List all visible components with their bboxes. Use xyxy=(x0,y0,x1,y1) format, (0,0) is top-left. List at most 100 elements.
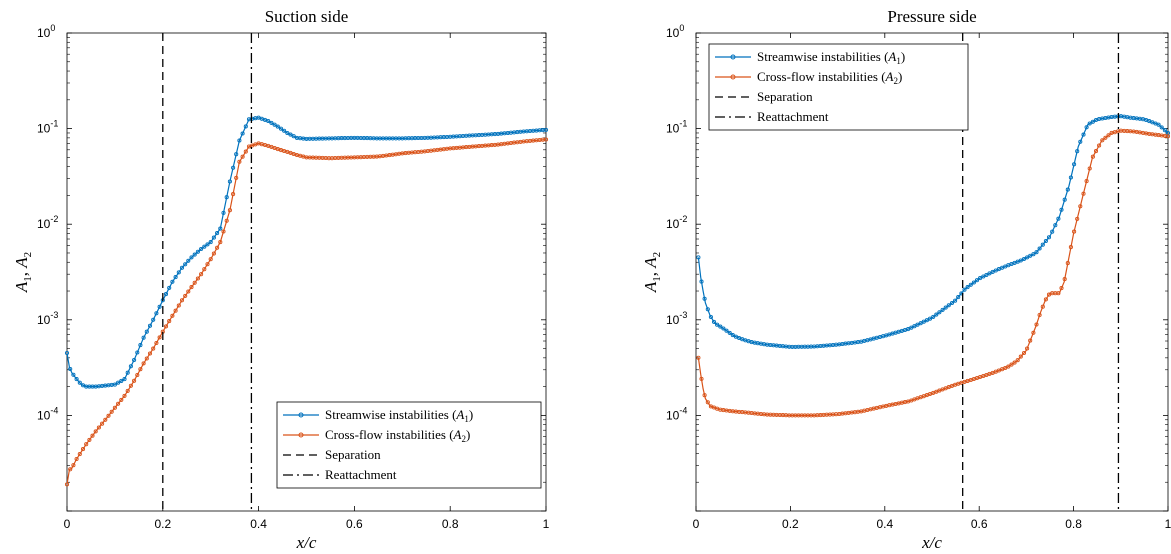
legend-box xyxy=(276,401,542,489)
data-point xyxy=(135,372,140,378)
data-point xyxy=(132,378,137,383)
data-point xyxy=(227,208,232,213)
data-point xyxy=(1043,238,1048,244)
data-point xyxy=(1018,258,1023,263)
y-tick-label: 10-3 xyxy=(37,310,58,327)
legend-marker xyxy=(298,412,304,418)
data-point xyxy=(138,367,143,372)
data-point xyxy=(940,307,945,312)
data-point xyxy=(74,377,79,382)
data-point xyxy=(109,409,114,414)
data-point xyxy=(243,124,248,129)
data-point xyxy=(934,312,939,317)
data-point xyxy=(234,175,239,180)
data-point xyxy=(128,383,133,388)
data-point xyxy=(981,274,986,279)
data-point xyxy=(1093,149,1099,154)
data-point xyxy=(1084,125,1089,130)
data-point xyxy=(64,482,70,487)
data-point xyxy=(221,229,226,234)
data-point xyxy=(135,350,140,355)
data-point xyxy=(132,357,137,363)
data-point xyxy=(1031,330,1036,335)
data-point xyxy=(186,258,191,263)
data-point xyxy=(211,235,216,240)
y-axis-label: A1, A2 xyxy=(12,252,34,293)
data-point xyxy=(64,350,70,356)
data-point xyxy=(100,421,105,426)
data-point xyxy=(1065,261,1070,266)
data-point xyxy=(965,285,970,290)
data-point xyxy=(157,304,162,309)
data-point xyxy=(195,249,200,254)
chart-title: Suction side xyxy=(265,7,349,26)
data-point xyxy=(718,324,723,329)
data-point xyxy=(167,319,172,324)
data-point xyxy=(90,433,95,438)
data-point xyxy=(1028,253,1033,258)
data-point xyxy=(138,343,143,348)
data-point xyxy=(1021,256,1027,262)
data-point xyxy=(1078,139,1083,144)
x-tick-label: 0 xyxy=(64,517,71,531)
data-point xyxy=(1053,223,1058,228)
data-point xyxy=(237,159,242,164)
data-point xyxy=(937,310,942,315)
data-point xyxy=(987,271,992,276)
data-point xyxy=(183,293,188,298)
x-tick-label: 0.4 xyxy=(876,517,893,531)
data-point xyxy=(179,265,185,270)
data-point xyxy=(1072,229,1077,234)
data-point xyxy=(122,377,127,382)
data-point xyxy=(122,393,127,398)
data-point xyxy=(224,218,229,223)
y-tick-label: 10-4 xyxy=(37,405,58,422)
legend-box xyxy=(708,43,969,131)
data-point xyxy=(943,305,948,310)
data-point xyxy=(163,292,169,297)
data-point xyxy=(116,401,121,406)
data-point xyxy=(909,325,914,330)
data-point xyxy=(730,333,735,338)
x-tick-label: 0.2 xyxy=(154,517,171,531)
data-point xyxy=(1106,133,1111,138)
data-point xyxy=(215,245,220,250)
data-point xyxy=(173,308,178,313)
data-point xyxy=(708,314,713,320)
data-point xyxy=(80,447,86,452)
data-point xyxy=(974,278,980,283)
data-point xyxy=(199,246,204,252)
data-point xyxy=(724,328,729,333)
data-point xyxy=(1090,154,1095,159)
data-point xyxy=(179,298,185,303)
legend-label: Reattachment xyxy=(757,109,829,124)
data-point xyxy=(272,122,277,127)
data-point xyxy=(1072,162,1077,167)
data-point xyxy=(906,327,911,332)
legend: Streamwise instabilities (A1) Cross-flow … xyxy=(276,401,542,489)
data-point xyxy=(77,452,82,457)
data-point xyxy=(208,257,213,262)
x-tick-label: 0.6 xyxy=(346,517,363,531)
legend-label: Separation xyxy=(757,89,813,104)
data-point xyxy=(711,319,717,324)
data-point xyxy=(1025,346,1030,351)
data-point xyxy=(1034,322,1039,327)
data-point xyxy=(1068,245,1073,250)
data-point xyxy=(1046,235,1052,240)
data-point xyxy=(234,152,239,157)
data-point xyxy=(141,335,146,340)
data-point xyxy=(192,252,197,257)
data-point xyxy=(218,240,223,245)
data-point xyxy=(1003,365,1008,371)
y-tick-label: 10-4 xyxy=(666,405,687,422)
data-point xyxy=(1050,229,1055,234)
data-point xyxy=(1018,354,1023,359)
data-point xyxy=(68,467,73,472)
x-tick-label: 1 xyxy=(543,517,550,531)
chart-2: 0 0.2 0.4 0.6 0.8 1 10-4 10-3 10-2 10-1 100 Pressur… xyxy=(641,7,1171,552)
data-point xyxy=(924,318,929,323)
data-point xyxy=(1059,286,1064,291)
data-point xyxy=(1062,197,1067,202)
data-point xyxy=(996,267,1001,272)
